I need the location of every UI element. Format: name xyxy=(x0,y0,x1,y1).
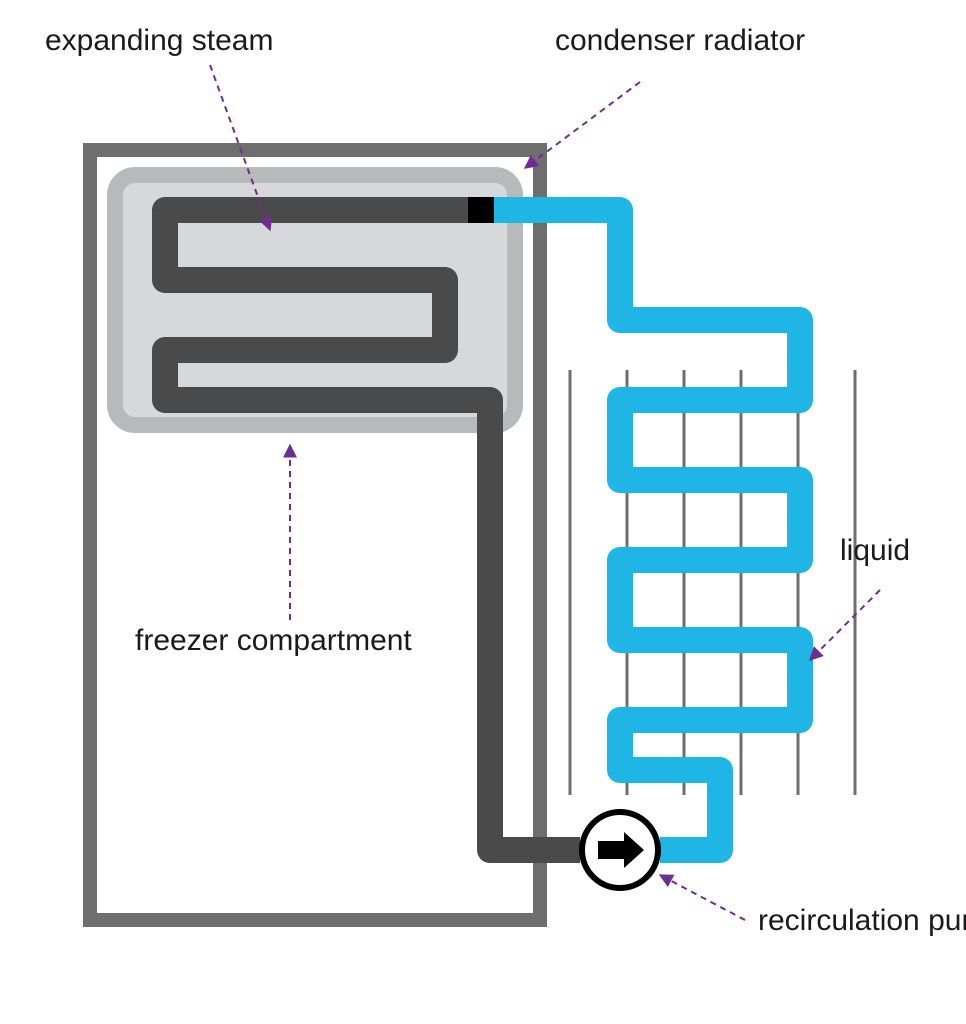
callout-liquid xyxy=(810,590,880,660)
expansion-valve xyxy=(468,197,494,223)
callout-condenser_radiator xyxy=(525,82,640,168)
recirculation-pump xyxy=(582,812,658,888)
label-expanding-steam: expanding steam xyxy=(45,24,274,57)
label-condenser-radiator: condenser radiator xyxy=(555,24,805,57)
label-recirculation-pump: recirculation pump xyxy=(758,904,966,937)
label-liquid: liquid xyxy=(840,534,910,567)
callout-recirculation_pump xyxy=(660,875,745,920)
label-freezer-compartment: freezer compartment xyxy=(135,624,412,657)
